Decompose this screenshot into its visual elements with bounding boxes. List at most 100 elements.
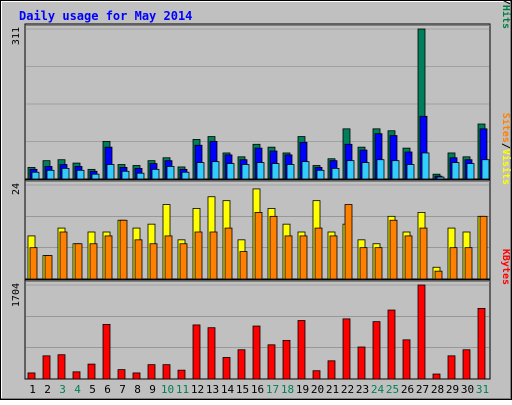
day-label-12: 12 <box>191 383 204 396</box>
bar-visits-sites-day-17 <box>269 215 278 280</box>
bar-hits-pages-day-7 <box>121 170 130 180</box>
bar-hits-pages-day-29 <box>451 162 460 180</box>
bar-visits-sites-day-8 <box>134 239 143 280</box>
day-label-23: 23 <box>356 383 369 396</box>
bar-hits-pages-day-2 <box>46 169 55 180</box>
day-label-11: 11 <box>176 383 189 396</box>
bar-kbytes-kbytes-day-21 <box>327 360 336 380</box>
bar-hits-pages-day-25 <box>391 160 400 180</box>
day-label-18: 18 <box>281 383 294 396</box>
day-label-7: 7 <box>119 383 126 396</box>
day-label-14: 14 <box>221 383 235 396</box>
bar-hits-pages-day-3 <box>61 167 70 180</box>
bar-kbytes-kbytes-day-26 <box>402 339 411 380</box>
bar-hits-pages-day-18 <box>286 164 295 180</box>
bar-kbytes-kbytes-day-2 <box>42 355 51 380</box>
bar-kbytes-kbytes-day-16 <box>252 325 261 380</box>
bar-kbytes-kbytes-day-29 <box>447 355 456 380</box>
bar-visits-sites-day-19 <box>299 235 308 280</box>
bar-hits-pages-day-1 <box>31 171 40 180</box>
bar-visits-sites-day-18 <box>284 235 293 280</box>
day-label-9: 9 <box>149 383 156 396</box>
bar-hits-pages-day-17 <box>271 163 280 180</box>
day-label-17: 17 <box>266 383 279 396</box>
series-label-part-visits-0: Sites <box>500 113 512 143</box>
bar-visits-sites-day-1 <box>29 247 38 280</box>
bar-visits-sites-day-22 <box>344 204 353 280</box>
bar-visits-sites-day-13 <box>209 231 218 280</box>
bar-hits-pages-day-11 <box>181 171 190 180</box>
bar-hits-pages-day-23 <box>361 162 370 180</box>
bar-kbytes-kbytes-day-17 <box>267 344 276 380</box>
day-label-30: 30 <box>461 383 474 396</box>
bar-visits-sites-day-12 <box>194 231 203 280</box>
bar-kbytes-kbytes-day-14 <box>222 357 231 380</box>
bar-kbytes-kbytes-day-10 <box>162 364 171 380</box>
bar-hits-pages-day-30 <box>466 163 475 180</box>
bar-visits-sites-day-15 <box>239 251 248 280</box>
bar-hits-pages-day-4 <box>76 169 85 180</box>
bar-kbytes-kbytes-day-4 <box>72 371 81 380</box>
day-label-19: 19 <box>296 383 309 396</box>
bar-hits-pages-day-15 <box>241 164 250 180</box>
bar-kbytes-kbytes-day-22 <box>342 318 351 380</box>
bar-kbytes-kbytes-day-3 <box>57 354 66 380</box>
bar-visits-sites-day-25 <box>389 219 398 280</box>
bar-hits-pages-day-22 <box>346 160 355 180</box>
day-label-6: 6 <box>104 383 111 396</box>
panel-visits: 24 Sites/Visits <box>11 113 512 280</box>
day-label-20: 20 <box>311 383 324 396</box>
series-label-part-visits-2: Visits <box>500 149 512 185</box>
day-labels: 1 2 3 4 5 6 7 8 9 10 11 12 13 14 15 16 17 18 19 20 21 22 23 24 2… <box>29 383 489 396</box>
bar-hits-pages-day-19 <box>301 161 310 180</box>
series-label-kbytes: KBytes <box>500 249 511 285</box>
bar-kbytes-kbytes-day-27 <box>417 284 426 380</box>
bar-kbytes-kbytes-day-23 <box>357 346 366 380</box>
bar-kbytes-kbytes-day-15 <box>237 349 246 380</box>
bar-visits-sites-day-30 <box>464 247 473 280</box>
bar-hits-pages-day-31 <box>481 159 490 180</box>
day-label-22: 22 <box>341 383 354 396</box>
bar-kbytes-kbytes-day-31 <box>477 307 486 380</box>
bar-visits-sites-day-5 <box>89 243 98 280</box>
bar-kbytes-kbytes-day-8 <box>132 372 141 380</box>
bar-visits-sites-day-26 <box>404 235 413 280</box>
bar-hits-pages-day-9 <box>151 168 160 180</box>
bar-visits-sites-day-7 <box>119 219 128 280</box>
bar-kbytes-kbytes-day-5 <box>87 363 96 380</box>
series-label-hits: Pages/Files/Hits <box>500 0 512 29</box>
bar-hits-pages-day-27 <box>421 152 430 180</box>
bar-hits-pages-day-21 <box>331 167 340 180</box>
day-label-29: 29 <box>446 383 459 396</box>
bar-visits-sites-day-9 <box>149 243 158 280</box>
panel-kbytes: 1704 KBytes <box>11 249 511 380</box>
ymax-label-hits: 311 <box>11 27 22 45</box>
bar-visits-sites-day-6 <box>104 235 113 280</box>
bar-hits-pages-day-16 <box>256 162 265 180</box>
bar-hits-pages-day-26 <box>406 164 415 180</box>
bar-kbytes-kbytes-day-20 <box>312 370 321 380</box>
bar-visits-sites-day-10 <box>164 235 173 280</box>
day-label-27: 27 <box>416 383 429 396</box>
bar-hits-pages-day-20 <box>316 169 325 180</box>
bar-visits-sites-day-4 <box>74 243 83 280</box>
bar-visits-sites-day-21 <box>329 235 338 280</box>
chart-title: Daily usage for May 2014 <box>19 9 192 23</box>
day-label-3: 3 <box>59 383 66 396</box>
bar-hits-pages-day-5 <box>91 173 100 180</box>
bar-hits-pages-day-6 <box>106 164 115 180</box>
bar-visits-sites-day-2 <box>44 255 53 280</box>
bar-kbytes-kbytes-day-11 <box>177 369 186 380</box>
day-label-26: 26 <box>401 383 414 396</box>
bar-hits-pages-day-28 <box>436 176 445 180</box>
bar-hits-pages-day-8 <box>136 172 145 180</box>
bar-visits-sites-day-3 <box>59 231 68 280</box>
bar-visits-sites-day-20 <box>314 227 323 280</box>
bar-visits-sites-day-31 <box>479 215 488 280</box>
bar-hits-pages-day-14 <box>226 163 235 180</box>
bar-kbytes-kbytes-day-7 <box>117 369 126 380</box>
bar-visits-sites-day-16 <box>254 212 263 280</box>
panel-hits: 311 Pages/Files/Hits <box>11 0 512 180</box>
